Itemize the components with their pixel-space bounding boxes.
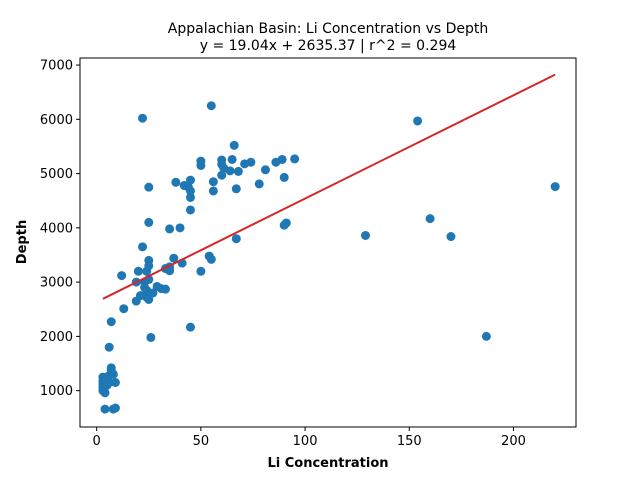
data-point (231, 184, 241, 194)
points-layer (98, 101, 560, 414)
y-tick-label: 4000 (40, 221, 73, 236)
data-point (481, 331, 491, 341)
data-point (100, 404, 110, 414)
data-point (227, 154, 237, 164)
data-point (100, 388, 110, 398)
data-point (133, 266, 143, 276)
data-point (104, 378, 114, 388)
data-point (106, 317, 116, 327)
y-axis-label: Depth (15, 220, 30, 264)
data-point (290, 154, 300, 164)
x-tick-label: 150 (397, 434, 422, 449)
data-point (206, 254, 216, 264)
data-point (246, 157, 256, 167)
data-point (277, 154, 287, 164)
data-point (169, 253, 179, 263)
data-point (446, 232, 456, 242)
data-point (117, 271, 127, 281)
data-point (148, 288, 158, 298)
data-point (144, 182, 154, 192)
x-tick-label: 50 (193, 434, 210, 449)
y-tick-label: 5000 (40, 167, 73, 182)
data-point (260, 165, 270, 175)
chart-title: Appalachian Basin: Li Concentration vs D… (168, 21, 488, 37)
data-point (550, 182, 560, 192)
data-point (144, 261, 154, 271)
data-point (208, 186, 218, 196)
data-point (110, 403, 120, 413)
data-point (208, 177, 218, 187)
x-axis-ticks: 0 50 100 150 200 (93, 427, 526, 449)
x-tick-label: 200 (501, 434, 526, 449)
data-point (185, 192, 195, 202)
regression-line (102, 73, 556, 300)
data-point (217, 170, 227, 180)
data-point (119, 304, 129, 314)
data-point (175, 223, 185, 233)
y-axis-ticks: 1000 2000 3000 4000 5000 6000 7000 (40, 59, 80, 399)
y-tick-label: 6000 (40, 113, 73, 128)
data-point (138, 242, 148, 252)
x-tick-label: 0 (93, 434, 101, 449)
data-point (146, 332, 156, 342)
data-point (185, 186, 195, 196)
data-point (279, 172, 289, 182)
data-point (196, 160, 206, 170)
fit-line-layer (102, 73, 556, 300)
data-point (413, 116, 423, 126)
y-tick-label: 3000 (40, 276, 73, 291)
data-point (229, 140, 239, 150)
data-point (225, 166, 235, 176)
y-tick-label: 2000 (40, 330, 73, 345)
data-point (185, 322, 195, 332)
x-axis-label: Li Concentration (267, 456, 388, 471)
data-point (231, 234, 241, 244)
data-point (171, 177, 181, 187)
data-point (144, 217, 154, 227)
data-point (104, 342, 114, 352)
data-point (281, 218, 291, 228)
data-point (206, 101, 216, 111)
data-point (425, 214, 435, 224)
x-tick-label: 100 (293, 434, 318, 449)
data-point (144, 294, 154, 304)
data-point (361, 230, 371, 240)
data-point (185, 175, 195, 185)
data-point (233, 166, 243, 176)
y-tick-label: 7000 (40, 59, 73, 74)
plot-area-frame (79, 57, 577, 428)
data-point (254, 179, 264, 189)
data-point (185, 205, 195, 215)
data-point (160, 284, 170, 294)
data-point (196, 266, 206, 276)
data-point (110, 378, 120, 388)
data-point (138, 113, 148, 123)
y-tick-label: 1000 (40, 384, 73, 399)
data-point (108, 369, 118, 379)
chart-subtitle: y = 19.04x + 2635.37 | r^2 = 0.294 (200, 38, 457, 54)
data-point (165, 224, 175, 234)
